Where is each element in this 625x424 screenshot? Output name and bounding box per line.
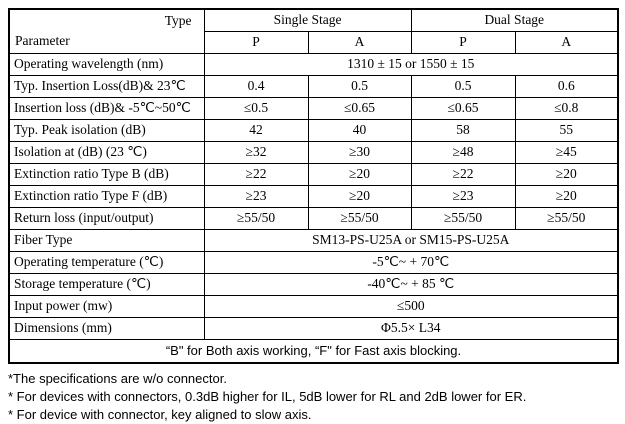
- merged-value-cell: Φ5.5× L34: [203, 316, 619, 340]
- value-cell: ≥22: [410, 162, 516, 186]
- merged-value-cell: ≤500: [203, 294, 619, 318]
- table-footer-note-row: “B" for Both axis working, “F" for Fast …: [8, 338, 619, 364]
- table-row-isolation-at: Isolation at (dB) (23 ℃) ≥32 ≥30 ≥48 ≥45: [8, 140, 619, 164]
- param-cell: Extinction ratio Type F (dB): [8, 184, 205, 208]
- value-cell: 55: [514, 118, 619, 142]
- column-header-dual-a: A: [514, 30, 619, 54]
- spec-table: Type Parameter Single Stage Dual Stage P…: [8, 8, 619, 364]
- type-label: Type: [164, 13, 192, 28]
- column-header-single-p: P: [203, 30, 309, 54]
- table-row-return-loss: Return loss (input/output) ≥55/50 ≥55/50…: [8, 206, 619, 230]
- column-header-dual-p: P: [410, 30, 516, 54]
- param-cell: Input power (mw): [8, 294, 205, 318]
- merged-value-cell: -5℃~ + 70℃: [203, 250, 619, 274]
- column-group-single-stage: Single Stage: [203, 8, 412, 32]
- value-cell: ≥55/50: [410, 206, 516, 230]
- column-header-single-a: A: [307, 30, 412, 54]
- value-cell: ≥20: [514, 184, 619, 208]
- table-row-extinction-ratio-f: Extinction ratio Type F (dB) ≥23 ≥20 ≥23…: [8, 184, 619, 208]
- value-cell: 0.4: [203, 74, 309, 98]
- param-cell: Isolation at (dB) (23 ℃): [8, 140, 205, 164]
- value-cell: 0.6: [514, 74, 619, 98]
- table-row-fiber-type: Fiber Type SM13-PS-U25A or SM15-PS-U25A: [8, 228, 619, 252]
- footnote-line: * For devices with connectors, 0.3dB hig…: [8, 389, 527, 404]
- param-cell: Fiber Type: [8, 228, 205, 252]
- value-cell: ≤0.65: [307, 96, 412, 120]
- corner-cell: Type Parameter: [8, 8, 205, 54]
- table-row-operating-wavelength: Operating wavelength (nm) 1310 ± 15 or 1…: [8, 52, 619, 76]
- value-cell: ≥45: [514, 140, 619, 164]
- table-row-extinction-ratio-b: Extinction ratio Type B (dB) ≥22 ≥20 ≥22…: [8, 162, 619, 186]
- value-cell: ≥22: [203, 162, 309, 186]
- parameter-label: Parameter: [15, 33, 70, 48]
- param-cell: Storage temperature (℃): [8, 272, 205, 296]
- table-footer-note: “B" for Both axis working, “F" for Fast …: [8, 338, 619, 364]
- param-cell: Extinction ratio Type B (dB): [8, 162, 205, 186]
- value-cell: ≥23: [203, 184, 309, 208]
- value-cell: ≤0.8: [514, 96, 619, 120]
- table-row-storage-temperature: Storage temperature (℃) -40℃~ + 85 ℃: [8, 272, 619, 296]
- column-group-dual-stage: Dual Stage: [410, 8, 619, 32]
- value-cell: ≥48: [410, 140, 516, 164]
- footnotes: *The specifications are w/o connector. *…: [8, 370, 617, 424]
- value-cell: 0.5: [307, 74, 412, 98]
- value-cell: ≥20: [307, 162, 412, 186]
- value-cell: 42: [203, 118, 309, 142]
- value-cell: ≥55/50: [514, 206, 619, 230]
- param-cell: Return loss (input/output): [8, 206, 205, 230]
- value-cell: 0.5: [410, 74, 516, 98]
- header-row-subcolumns: P A P A: [9, 30, 619, 54]
- param-cell: Operating wavelength (nm): [8, 52, 205, 76]
- value-cell: ≥55/50: [203, 206, 309, 230]
- header-row-groups: Type Parameter Single Stage Dual Stage: [8, 8, 619, 54]
- param-cell: Typ. Insertion Loss(dB)& 23℃: [8, 74, 205, 98]
- table-row-insertion-loss: Insertion loss (dB)& -5℃~50℃ ≤0.5 ≤0.65 …: [8, 96, 619, 120]
- table-row-typ-insertion-loss: Typ. Insertion Loss(dB)& 23℃ 0.4 0.5 0.5…: [8, 74, 619, 98]
- footnote-line: * For device with connector, key aligned…: [8, 407, 312, 422]
- table-row-dimensions: Dimensions (mm) Φ5.5× L34: [8, 316, 619, 340]
- merged-value-cell: 1310 ± 15 or 1550 ± 15: [203, 52, 619, 76]
- table-row-typ-peak-isolation: Typ. Peak isolation (dB) 42 40 58 55: [8, 118, 619, 142]
- merged-value-cell: -40℃~ + 85 ℃: [203, 272, 619, 296]
- value-cell: ≥23: [410, 184, 516, 208]
- footnote-line: *The specifications are w/o connector.: [8, 371, 227, 386]
- value-cell: ≥20: [307, 184, 412, 208]
- value-cell: ≥30: [307, 140, 412, 164]
- value-cell: ≤0.5: [203, 96, 309, 120]
- value-cell: ≥20: [514, 162, 619, 186]
- value-cell: ≥55/50: [307, 206, 412, 230]
- param-cell: Insertion loss (dB)& -5℃~50℃: [8, 96, 205, 120]
- table-row-input-power: Input power (mw) ≤500: [8, 294, 619, 318]
- value-cell: ≤0.65: [410, 96, 516, 120]
- value-cell: ≥32: [203, 140, 309, 164]
- value-cell: 40: [307, 118, 412, 142]
- merged-value-cell: SM13-PS-U25A or SM15-PS-U25A: [203, 228, 619, 252]
- param-cell: Operating temperature (℃): [8, 250, 205, 274]
- value-cell: 58: [410, 118, 516, 142]
- table-row-operating-temperature: Operating temperature (℃) -5℃~ + 70℃: [8, 250, 619, 274]
- param-cell: Dimensions (mm): [8, 316, 205, 340]
- param-cell: Typ. Peak isolation (dB): [8, 118, 205, 142]
